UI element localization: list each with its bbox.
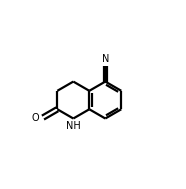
Text: NH: NH [66,121,81,131]
Text: N: N [102,54,109,64]
Text: O: O [32,113,40,123]
